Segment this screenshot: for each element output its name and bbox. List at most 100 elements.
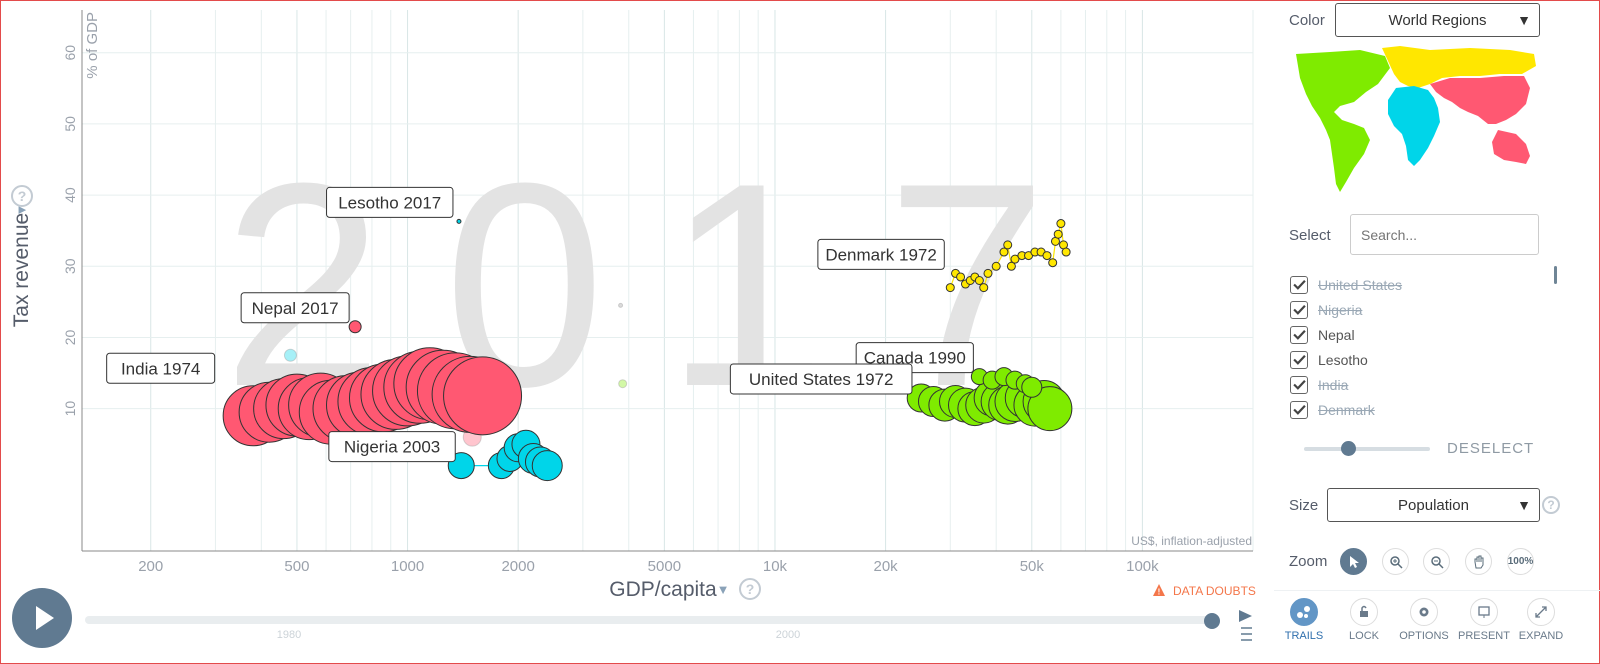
map-region-europe[interactable] [1382, 46, 1536, 88]
size-label: Size [1289, 497, 1319, 514]
map-region-americas[interactable] [1296, 50, 1390, 192]
opacity-slider-handle[interactable] [1341, 441, 1357, 456]
bubble-united-states[interactable] [1027, 386, 1073, 432]
lock-button[interactable]: LOCK [1334, 598, 1394, 642]
bubble-denmark[interactable] [1003, 240, 1013, 250]
annotation-label[interactable]: Nepal 2017 [240, 292, 350, 324]
annotation-label[interactable]: Lesotho 2017 [326, 186, 454, 218]
x-help-icon[interactable]: ? [739, 578, 761, 600]
opacity-slider-track[interactable] [1304, 447, 1430, 451]
bubble-nigeria[interactable] [531, 450, 563, 482]
y-help-icon[interactable]: ? [11, 185, 33, 207]
bubble-denmark[interactable] [974, 276, 984, 285]
annotation-text: India 1974 [121, 359, 200, 378]
bubble-nepal[interactable] [348, 320, 362, 334]
checkbox[interactable] [1290, 400, 1308, 419]
bubble-denmark[interactable] [1056, 219, 1066, 229]
timeline[interactable]: 1980 2000 [85, 610, 1252, 641]
bubble-denmark[interactable] [991, 261, 1001, 271]
y-tick-label: 30 [62, 258, 78, 274]
x-tick-label: 2000 [501, 558, 534, 575]
zoom-reset-button[interactable]: 100% [1507, 548, 1534, 575]
options-button[interactable]: OPTIONS [1394, 598, 1454, 642]
bubble-denmark[interactable] [1061, 247, 1071, 257]
lock-label: LOCK [1349, 630, 1379, 642]
selected-list[interactable]: United States Nigeria Nepal Lesotho India Den… [1290, 272, 1550, 422]
bubble-denmark[interactable] [1053, 229, 1063, 239]
bubbles[interactable] [222, 218, 1073, 482]
timeline-track[interactable] [85, 616, 1210, 624]
bubble-india[interactable] [443, 356, 523, 436]
world-regions-map[interactable] [1290, 44, 1540, 194]
check-icon [1292, 279, 1306, 290]
annotation-label[interactable]: Denmark 1972 [817, 238, 945, 270]
y-axis-title[interactable]: Tax revenue ▼ [10, 204, 33, 328]
cursor-icon[interactable] [1340, 548, 1367, 575]
bubble-denmark[interactable] [999, 247, 1009, 257]
trails-label: TRAILS [1284, 630, 1324, 642]
annotation-text: Nigeria 2003 [344, 438, 440, 457]
selected-item[interactable]: United States [1290, 272, 1550, 297]
x-axis-dropdown-icon[interactable]: ▼ [717, 582, 730, 597]
deselect-button[interactable]: DESELECT [1447, 440, 1535, 457]
warning-icon [1153, 584, 1165, 596]
bubble-denmark[interactable] [945, 283, 955, 293]
zoom-out-icon[interactable] [1423, 548, 1450, 575]
bubble-chart[interactable]: 2017 200 500 1000 2000 5000 10k 20k 50k 100k 102… [0, 0, 1270, 664]
color-dropdown[interactable]: World Regions ▼ [1335, 3, 1540, 37]
checkbox[interactable] [1290, 300, 1308, 319]
select-label: Select [1289, 227, 1331, 244]
y-unit-text: % of GDP [84, 12, 101, 79]
y-axis-label: Tax revenue [10, 213, 33, 327]
bubble-denmark[interactable] [1042, 251, 1052, 261]
selected-item[interactable]: India [1290, 372, 1550, 397]
selected-item[interactable]: Nigeria [1290, 297, 1550, 322]
data-doubts-link[interactable]: ! DATA DOUBTS [1153, 584, 1256, 598]
annotations[interactable]: Lesotho 2017 Nepal 2017 India 1974 Nigeria … [106, 186, 974, 463]
list-scrollbar[interactable] [1554, 266, 1557, 284]
bubble-canada[interactable] [1021, 376, 1043, 398]
size-dropdown[interactable]: Population ▼ [1327, 488, 1540, 522]
annotation-label[interactable]: India 1974 [106, 352, 216, 384]
x-axis-label: GDP/capita [609, 578, 717, 601]
bubble-lesotho[interactable] [456, 218, 462, 224]
speed-icon[interactable] [1239, 610, 1252, 641]
bubble-denmark[interactable] [956, 272, 966, 282]
hand-icon[interactable] [1465, 548, 1492, 575]
bubble-denmark[interactable] [1048, 258, 1058, 268]
selected-item[interactable]: Denmark [1290, 397, 1550, 422]
bubble-denmark[interactable] [1010, 254, 1020, 264]
play-button[interactable] [12, 588, 72, 648]
annotation-box [328, 431, 456, 463]
check-icon [1292, 379, 1306, 390]
map-region-africa[interactable] [1388, 86, 1440, 166]
checkbox[interactable] [1290, 275, 1308, 294]
selected-item[interactable]: Nepal [1290, 322, 1550, 347]
zoom-in-icon[interactable] [1382, 548, 1409, 575]
annotation-label[interactable]: United States 1972 [729, 363, 913, 395]
map-region-asia[interactable] [1430, 76, 1530, 164]
timeline-handle[interactable] [1204, 613, 1220, 629]
faded-points [283, 302, 628, 447]
annotation-label[interactable]: Nigeria 2003 [328, 431, 456, 463]
checkbox[interactable] [1290, 375, 1308, 394]
bubble-denmark[interactable] [983, 268, 993, 278]
checkbox[interactable] [1290, 350, 1308, 369]
selected-item-label: Nigeria [1318, 301, 1363, 318]
search-input[interactable] [1350, 214, 1539, 255]
size-help-icon[interactable]: ? [1542, 496, 1560, 514]
y-axis-dropdown-icon[interactable]: ▼ [14, 204, 29, 217]
y-tick-label: 20 [62, 329, 78, 345]
bubble-denmark[interactable] [979, 283, 989, 293]
expand-button[interactable]: EXPAND [1512, 598, 1570, 642]
annotation-box [729, 363, 913, 395]
x-ticks: 200 500 1000 2000 5000 10k 20k 50k 100k [138, 558, 1159, 575]
svg-text:!: ! [1158, 588, 1161, 597]
y-tick-label: 60 [62, 45, 78, 61]
selected-item[interactable]: Lesotho [1290, 347, 1550, 372]
annotation-text: Nepal 2017 [252, 299, 339, 318]
bubble-denmark[interactable] [1006, 261, 1016, 271]
checkbox[interactable] [1290, 325, 1308, 344]
trails-button[interactable]: TRAILS [1274, 598, 1334, 642]
present-button[interactable]: PRESENT [1454, 598, 1514, 642]
